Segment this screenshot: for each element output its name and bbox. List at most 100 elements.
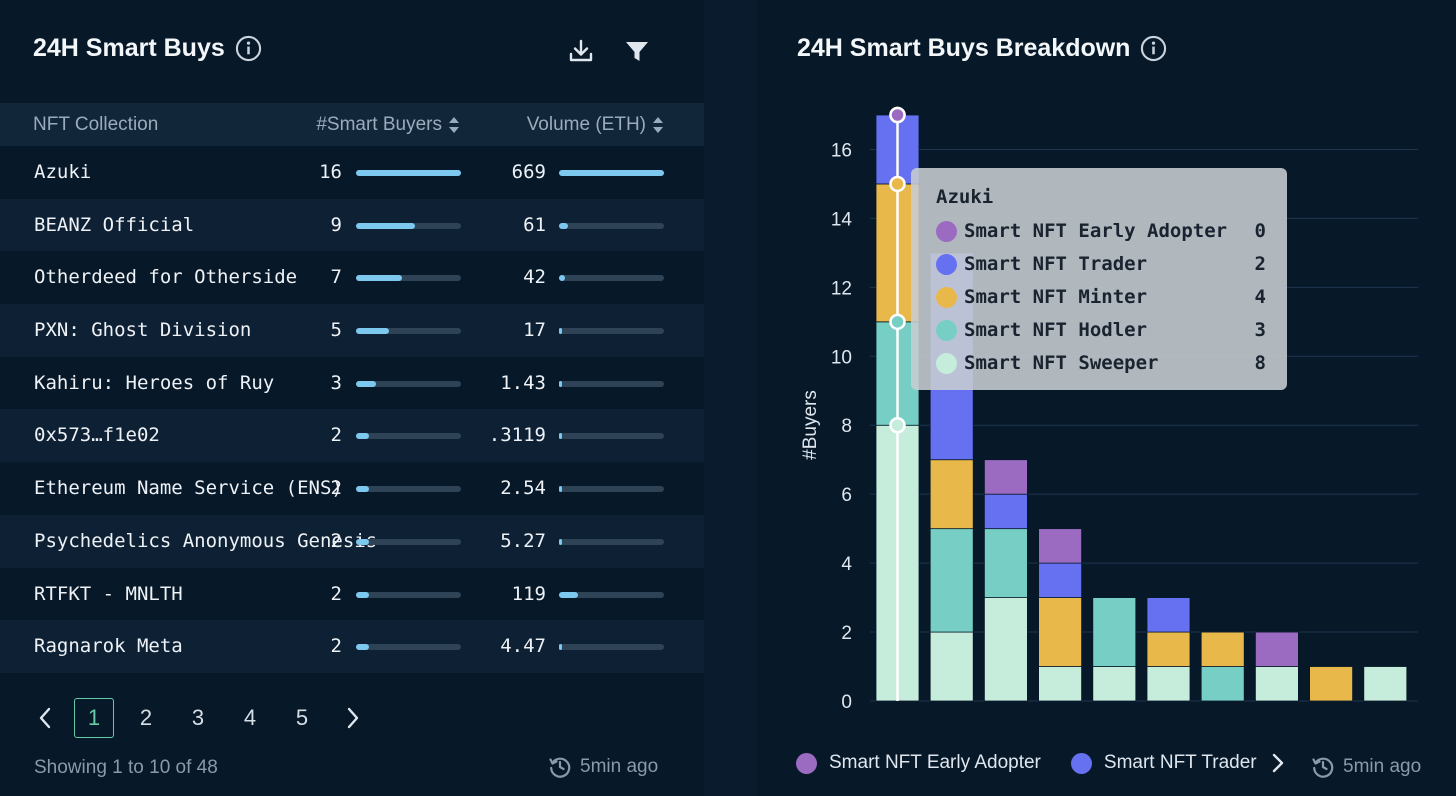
bar-segment[interactable]	[929, 631, 974, 702]
legend-label: Smart NFT Trader	[1103, 752, 1257, 773]
legend-item[interactable]: Smart NFT Early Adopter	[796, 752, 1041, 774]
volume-value: 17	[523, 319, 546, 342]
refresh-clock-icon[interactable]	[548, 755, 572, 779]
collection-name[interactable]: RTFKT - MNLTH	[34, 582, 183, 605]
smart-buyers-bar	[356, 644, 461, 651]
bar-segment[interactable]	[1038, 528, 1082, 564]
smart-buyers-bar	[356, 380, 461, 387]
y-tick-label: 6	[841, 485, 852, 506]
table-row[interactable]: RTFKT - MNLTH 2 119	[0, 568, 704, 621]
smart-buyers-bar	[356, 328, 461, 335]
bar-segment[interactable]	[1092, 666, 1137, 702]
info-icon[interactable]	[235, 35, 262, 62]
sort-icon[interactable]	[448, 114, 460, 136]
column-header-volume[interactable]: Volume (ETH)	[527, 103, 664, 146]
tooltip-row: Smart NFT Minter 4	[936, 284, 1266, 310]
y-tick-label: 10	[831, 347, 852, 368]
tooltip-row: Smart NFT Trader 2	[936, 251, 1266, 277]
smart-buyers-count: 2	[330, 635, 342, 658]
table-row[interactable]: Psychedelics Anonymous Genesis 2 5.27	[0, 514, 704, 568]
bar-segment[interactable]	[1038, 597, 1082, 667]
smart-buyers-bar	[356, 591, 461, 598]
page-button-5[interactable]: 5	[295, 705, 309, 730]
bar-segment[interactable]	[1038, 562, 1082, 598]
bar-segment[interactable]	[984, 459, 1028, 495]
page-button-1[interactable]: 1	[74, 698, 114, 738]
legend-next-chevron-icon[interactable]	[1268, 750, 1288, 776]
collection-name[interactable]: Azuki	[34, 161, 92, 183]
bar-segment[interactable]	[1309, 666, 1353, 702]
table-row[interactable]: PXN: Ghost Division 5 17	[0, 304, 704, 357]
collection-name[interactable]: Psychedelics Anonymous Genesis	[34, 529, 378, 552]
bar-segment[interactable]	[929, 528, 974, 633]
collection-name[interactable]: PXN: Ghost Division	[34, 319, 252, 342]
smart-buyers-count: 2	[330, 582, 342, 605]
bar-segment[interactable]	[1092, 597, 1137, 667]
volume-bar-fill	[559, 328, 563, 335]
bar-segment[interactable]	[984, 528, 1028, 598]
hover-point	[889, 106, 906, 124]
next-page-button[interactable]	[338, 698, 368, 738]
volume-bar-fill	[559, 170, 664, 176]
tooltip-row: Smart NFT Sweeper 8	[936, 350, 1266, 376]
sort-icon[interactable]	[652, 114, 664, 136]
volume-value: 4.47	[500, 635, 546, 658]
bar-segment[interactable]	[929, 459, 974, 530]
table-row[interactable]: Azuki 16 669	[0, 146, 704, 199]
tooltip-value: 3	[1254, 319, 1266, 341]
collection-name[interactable]: BEANZ Official	[34, 213, 195, 236]
volume-bar	[559, 591, 664, 598]
volume-value: 42	[523, 266, 546, 289]
bar-segment[interactable]	[1255, 631, 1299, 667]
table-row[interactable]: Ragnarok Meta 2 4.47	[0, 620, 704, 673]
filter-icon[interactable]	[622, 36, 652, 66]
bar-segment[interactable]	[1146, 666, 1191, 702]
volume-bar	[559, 538, 664, 545]
table-row[interactable]: Kahiru: Heroes of Ruy 3 1.43	[0, 357, 704, 410]
bar-segment[interactable]	[1363, 666, 1408, 702]
smart-buyers-bar	[356, 222, 461, 229]
column-header-volume-label: Volume (ETH)	[526, 114, 646, 135]
bar-segment[interactable]	[1200, 631, 1245, 667]
y-tick-label: 2	[841, 623, 852, 644]
table-row[interactable]: Ethereum Name Service (ENS) 2 2.54	[0, 462, 704, 515]
smart-buyers-bar-fill	[356, 380, 376, 387]
bar-segment[interactable]	[1146, 631, 1191, 667]
volume-bar-fill	[559, 486, 563, 493]
bar-segment[interactable]	[1146, 597, 1191, 633]
last-updated-text: 5min ago	[1343, 756, 1422, 777]
collection-name[interactable]: Otherdeed for Otherside	[34, 266, 298, 289]
panel-title-text: 24H Smart Buys	[33, 34, 225, 62]
column-header-smart-buyers[interactable]: #Smart Buyers	[316, 103, 460, 146]
panel-title: 24H Smart Buys Breakdown	[797, 34, 1167, 63]
bar-segment[interactable]	[1038, 666, 1082, 702]
smart-buyers-bar	[356, 486, 461, 493]
page-button-3[interactable]: 3	[191, 705, 205, 730]
collection-name[interactable]: Ethereum Name Service (ENS)	[34, 477, 343, 500]
table-row[interactable]: BEANZ Official 9 61	[0, 198, 704, 252]
table-row[interactable]: 0x573…f1e02 2 .3119	[0, 409, 704, 463]
smart-buyers-bar-fill	[356, 644, 370, 651]
page-button-2[interactable]: 2	[139, 705, 153, 730]
tooltip-label: Smart NFT Sweeper	[964, 352, 1159, 374]
bar-segment[interactable]	[984, 493, 1028, 530]
legend-item[interactable]: Smart NFT Trader	[1070, 752, 1257, 774]
showing-count: Showing 1 to 10 of 48	[34, 757, 218, 778]
previous-page-button[interactable]	[30, 698, 60, 738]
info-icon[interactable]	[1140, 35, 1167, 62]
refresh-clock-icon[interactable]	[1311, 755, 1335, 779]
bar-segment[interactable]	[984, 597, 1028, 702]
table-row[interactable]: Otherdeed for Otherside 7 42	[0, 251, 704, 304]
collection-name[interactable]: 0x573…f1e02	[34, 424, 160, 447]
download-icon[interactable]	[566, 36, 596, 66]
bar-segment[interactable]	[1200, 666, 1245, 702]
tooltip-label: Smart NFT Trader	[964, 253, 1148, 275]
bar-segment[interactable]	[1255, 666, 1299, 702]
collection-name[interactable]: Kahiru: Heroes of Ruy	[34, 371, 275, 394]
tooltip-value: 4	[1254, 286, 1266, 308]
smart-buyers-bar-fill	[356, 275, 403, 282]
collection-name[interactable]: Ragnarok Meta	[34, 635, 183, 658]
tooltip-value: 0	[1254, 220, 1266, 242]
volume-bar-fill	[559, 591, 578, 598]
page-button-4[interactable]: 4	[243, 705, 257, 730]
